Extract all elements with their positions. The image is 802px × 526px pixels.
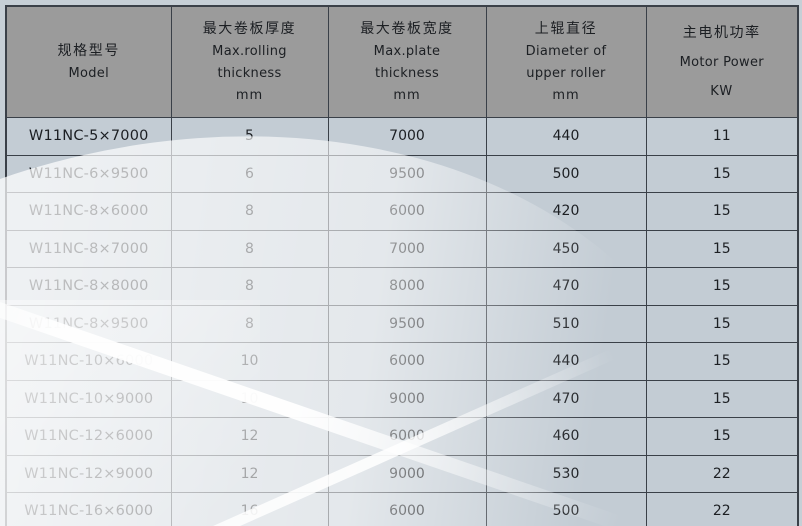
cell-motor-power: 15 [645,154,799,193]
cell-rolling-thickness: 12 [170,417,329,456]
header-row: 规格型号 Model 最大卷板厚度 Max.rolling thickness … [5,5,799,118]
column-header-roller-diameter-cn: 上辊直径 [534,21,598,37]
table-row: W11NC-8×8000 8 8000 470 15 [5,267,799,306]
cell-plate-width: 7000 [327,117,487,156]
column-header-roller-diameter-en-1: Diameter of [525,44,607,59]
cell-motor-power: 11 [645,117,799,156]
cell-rolling-thickness: 6 [170,154,329,193]
column-header-motor-power-cn: 主电机功率 [682,25,761,41]
cell-motor-power: 22 [645,454,799,493]
cell-motor-power: 15 [645,417,799,456]
cell-model: W11NC-6×9500 [5,154,172,193]
column-header-motor-power-unit: KW [710,84,734,99]
column-header-rolling-thickness-en-2: thickness [217,66,282,81]
cell-rolling-thickness: 5 [170,117,329,156]
cell-model: W11NC-10×9000 [5,379,172,418]
cell-model: W11NC-16×6000 [5,492,172,526]
column-header-roller-diameter: 上辊直径 Diameter of upper roller mm [485,5,647,118]
cell-roller-diameter: 450 [485,229,647,268]
table-row: W11NC-8×7000 8 7000 450 15 [5,229,799,268]
cell-motor-power: 15 [645,192,799,231]
column-header-motor-power: 主电机功率 Motor Power KW [645,5,799,118]
cell-plate-width: 9000 [327,379,487,418]
cell-roller-diameter: 510 [485,304,647,343]
cell-plate-width: 8000 [327,267,487,306]
cell-model: W11NC-10×6000 [5,342,172,381]
cell-model: W11NC-5×7000 [5,117,172,156]
table-body: W11NC-5×7000 5 7000 440 11 W11NC-6×9500 6 9500 5… [5,117,799,526]
cell-model: W11NC-12×9000 [5,454,172,493]
column-header-plate-width-en-2: thickness [374,66,440,81]
cell-plate-width: 9000 [327,454,487,493]
column-header-roller-diameter-unit: mm [552,88,580,103]
table-row: W11NC-16×6000 16 6000 500 22 [5,492,799,526]
cell-rolling-thickness: 10 [170,379,329,418]
cell-motor-power: 15 [645,379,799,418]
cell-plate-width: 9500 [327,154,487,193]
table-row: W11NC-5×7000 5 7000 440 11 [5,117,799,156]
cell-roller-diameter: 440 [485,117,647,156]
cell-rolling-thickness: 8 [170,192,329,231]
table-header: 规格型号 Model 最大卷板厚度 Max.rolling thickness … [5,5,799,118]
cell-model: W11NC-12×6000 [5,417,172,456]
cell-plate-width: 6000 [327,492,487,526]
cell-plate-width: 6000 [327,342,487,381]
cell-motor-power: 15 [645,229,799,268]
cell-rolling-thickness: 12 [170,454,329,493]
cell-motor-power: 15 [645,304,799,343]
cell-plate-width: 9500 [327,304,487,343]
cell-roller-diameter: 500 [485,492,647,526]
cell-motor-power: 15 [645,267,799,306]
cell-motor-power: 22 [645,492,799,526]
cell-plate-width: 6000 [327,417,487,456]
specifications-table: 规格型号 Model 最大卷板厚度 Max.rolling thickness … [5,5,799,526]
table-row: W11NC-10×6000 10 6000 440 15 [5,342,799,381]
column-header-plate-width-unit: mm [393,88,421,103]
column-header-rolling-thickness-en-1: Max.rolling [212,44,287,59]
cell-plate-width: 7000 [327,229,487,268]
cell-model: W11NC-8×9500 [5,304,172,343]
cell-plate-width: 6000 [327,192,487,231]
column-header-plate-width-cn: 最大卷板宽度 [360,21,454,37]
column-header-plate-width: 最大卷板宽度 Max.plate thickness mm [327,5,487,118]
cell-rolling-thickness: 8 [170,304,329,343]
table-row: W11NC-10×9000 10 9000 470 15 [5,379,799,418]
table-row: W11NC-12×9000 12 9000 530 22 [5,454,799,493]
table-row: W11NC-8×6000 8 6000 420 15 [5,192,799,231]
cell-model: W11NC-8×8000 [5,267,172,306]
cell-roller-diameter: 470 [485,379,647,418]
cell-model: W11NC-8×6000 [5,192,172,231]
column-header-rolling-thickness-cn: 最大卷板厚度 [202,21,297,37]
cell-roller-diameter: 470 [485,267,647,306]
column-header-plate-width-en-1: Max.plate [373,44,441,59]
column-header-motor-power-en: Motor Power [679,55,764,70]
cell-roller-diameter: 530 [485,454,647,493]
spec-table-container: 规格型号 Model 最大卷板厚度 Max.rolling thickness … [5,5,799,526]
cell-roller-diameter: 500 [485,154,647,193]
table-row: W11NC-12×6000 12 6000 460 15 [5,417,799,456]
cell-rolling-thickness: 16 [170,492,329,526]
column-header-roller-diameter-en-2: upper roller [526,66,606,81]
cell-rolling-thickness: 8 [170,267,329,306]
column-header-rolling-thickness: 最大卷板厚度 Max.rolling thickness mm [170,5,329,118]
cell-roller-diameter: 440 [485,342,647,381]
cell-roller-diameter: 460 [485,417,647,456]
cell-model: W11NC-8×7000 [5,229,172,268]
column-header-model: 规格型号 Model [5,5,172,118]
cell-motor-power: 15 [645,342,799,381]
table-row: W11NC-8×9500 8 9500 510 15 [5,304,799,343]
column-header-model-cn: 规格型号 [57,43,120,59]
cell-rolling-thickness: 10 [170,342,329,381]
cell-roller-diameter: 420 [485,192,647,231]
column-header-rolling-thickness-unit: mm [235,88,264,103]
cell-rolling-thickness: 8 [170,229,329,268]
table-row: W11NC-6×9500 6 9500 500 15 [5,154,799,193]
column-header-model-en: Model [68,66,110,81]
